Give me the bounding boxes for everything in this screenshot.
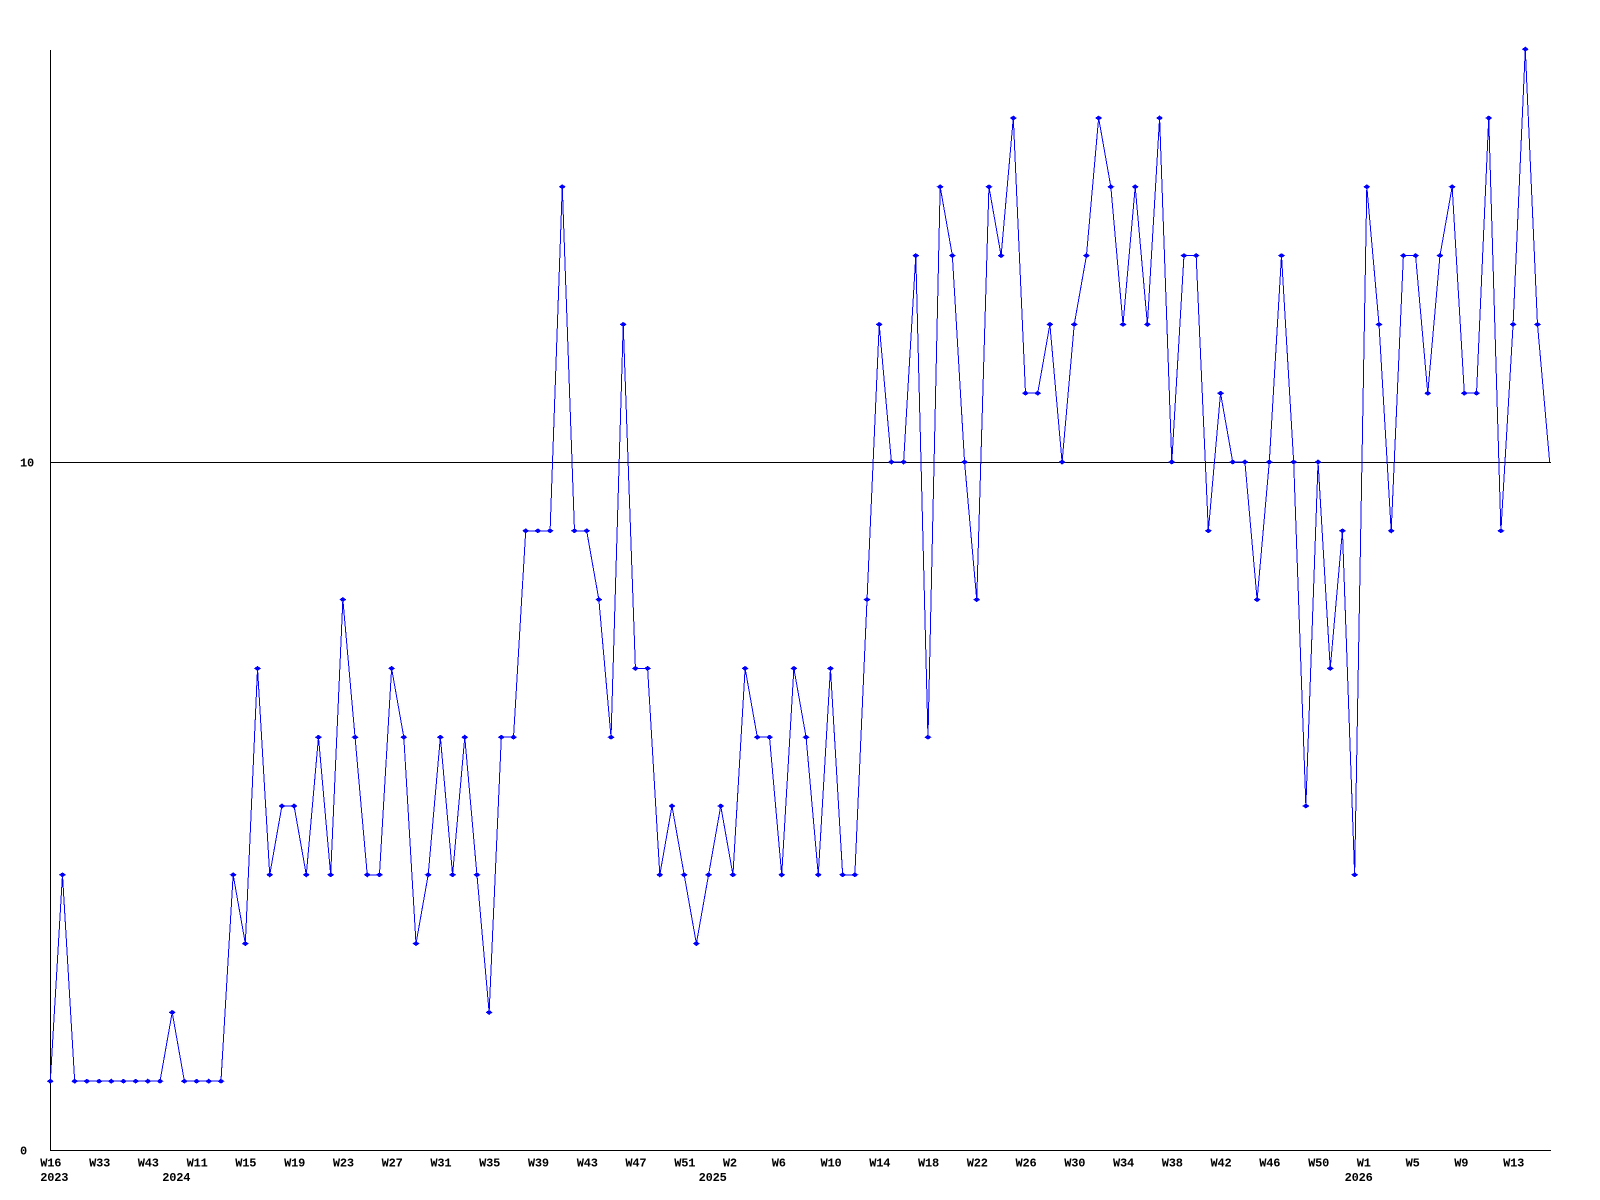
svg-text:2024: 2024 (162, 1171, 190, 1185)
svg-text:W43: W43 (577, 1157, 598, 1171)
svg-text:W47: W47 (625, 1157, 646, 1171)
svg-text:W1: W1 (1357, 1157, 1371, 1171)
svg-text:2023: 2023 (40, 1171, 68, 1185)
svg-text:W16: W16 (40, 1157, 61, 1171)
svg-text:W13: W13 (1503, 1157, 1524, 1171)
svg-text:W30: W30 (1064, 1157, 1085, 1171)
svg-text:W39: W39 (528, 1157, 549, 1171)
svg-text:2026: 2026 (1345, 1171, 1373, 1185)
svg-text:W31: W31 (430, 1157, 451, 1171)
svg-text:W51: W51 (674, 1157, 695, 1171)
svg-text:W19: W19 (284, 1157, 305, 1171)
svg-text:W15: W15 (235, 1157, 256, 1171)
svg-text:W34: W34 (1113, 1157, 1134, 1171)
svg-text:W9: W9 (1454, 1157, 1468, 1171)
svg-text:W5: W5 (1406, 1157, 1420, 1171)
svg-text:W26: W26 (1016, 1157, 1037, 1171)
svg-text:W50: W50 (1308, 1157, 1329, 1171)
svg-text:W14: W14 (869, 1157, 890, 1171)
svg-text:W23: W23 (333, 1157, 354, 1171)
svg-text:2025: 2025 (699, 1171, 727, 1185)
svg-text:10: 10 (20, 457, 34, 471)
svg-text:W46: W46 (1259, 1157, 1280, 1171)
svg-text:W43: W43 (138, 1157, 159, 1171)
svg-text:W33: W33 (89, 1157, 110, 1171)
svg-text:W27: W27 (382, 1157, 403, 1171)
svg-text:W42: W42 (1211, 1157, 1232, 1171)
svg-text:W10: W10 (821, 1157, 842, 1171)
svg-text:W35: W35 (479, 1157, 500, 1171)
svg-text:W11: W11 (187, 1157, 208, 1171)
svg-text:W18: W18 (918, 1157, 939, 1171)
svg-text:W22: W22 (967, 1157, 988, 1171)
svg-text:0: 0 (20, 1145, 27, 1159)
svg-text:W2: W2 (723, 1157, 737, 1171)
svg-text:W6: W6 (772, 1157, 786, 1171)
svg-text:W38: W38 (1162, 1157, 1183, 1171)
